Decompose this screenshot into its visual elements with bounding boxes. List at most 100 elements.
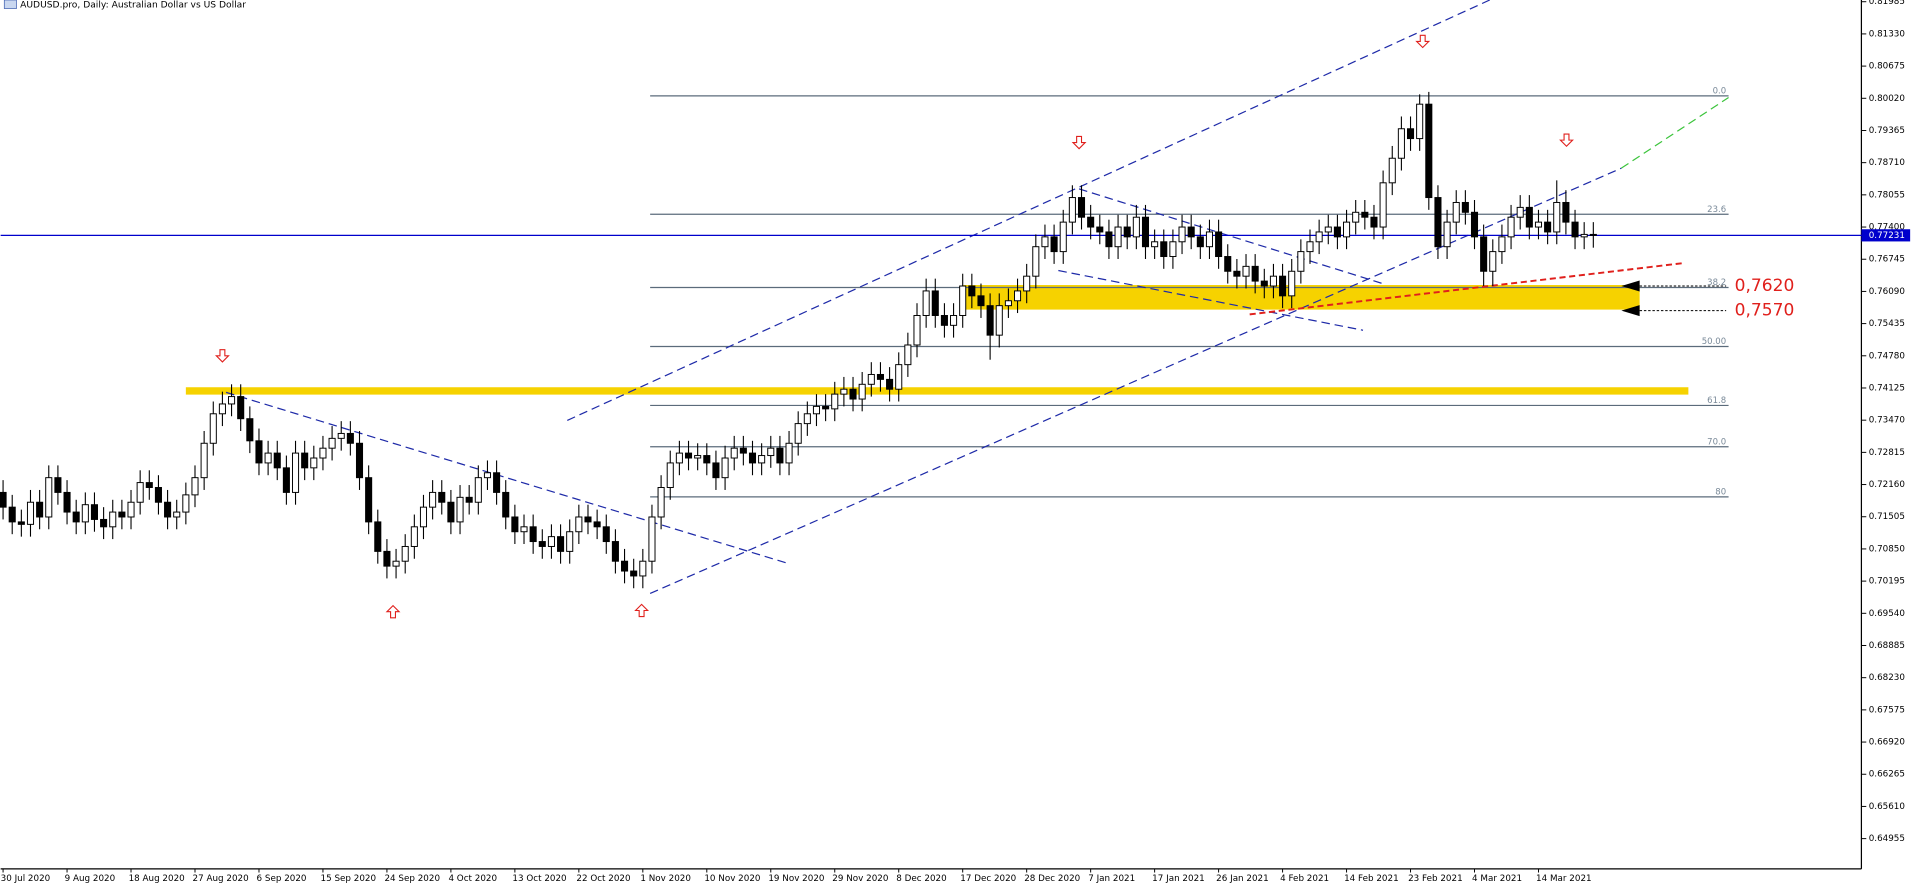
candle-body <box>1425 103 1433 199</box>
up-arrow <box>634 603 650 618</box>
candle-body <box>419 506 428 528</box>
annotation-label: 0,7570 <box>1735 301 1795 321</box>
candle-body <box>931 290 939 316</box>
data-layer: 0.0 23.6 38.2 50.00 61.8 70.0 80 <box>185 86 1729 497</box>
candle-body <box>200 442 208 479</box>
x-tick-label: 1 Nov 2020 <box>640 874 691 884</box>
candle-body <box>109 511 117 528</box>
candle-body <box>602 526 610 543</box>
candle-body <box>246 418 254 442</box>
candle-body <box>1068 197 1076 223</box>
candle-body <box>1032 246 1040 277</box>
candle-body <box>1196 236 1204 248</box>
fib-label: 50.00 <box>1702 337 1726 347</box>
candle-body <box>136 482 144 503</box>
candle-body <box>63 491 71 513</box>
candle-body <box>483 472 491 479</box>
x-tick-label: 14 Feb 2021 <box>1344 874 1399 884</box>
fib-label: 38.2 <box>1707 278 1726 288</box>
y-tick-label: 0.76090 <box>1869 287 1905 297</box>
candle-body <box>164 501 172 518</box>
candle-body <box>986 305 994 336</box>
y-tick-label: 0.71505 <box>1869 512 1905 522</box>
candle-body <box>794 423 802 444</box>
candle-body <box>785 442 793 464</box>
annotation-arrowhead <box>1621 280 1640 292</box>
y-tick-label: 0.76745 <box>1869 255 1905 265</box>
candle-body <box>1279 275 1287 297</box>
y-tick-label: 0.72815 <box>1869 448 1905 458</box>
annotation-arrowhead <box>1621 305 1640 317</box>
candle-body <box>1516 206 1524 218</box>
candle-body <box>1361 211 1369 218</box>
candle-body <box>346 432 354 444</box>
y-tick-label: 0.80020 <box>1869 94 1905 104</box>
candle-body <box>1370 216 1378 228</box>
y-tick-label: 0.75435 <box>1869 319 1905 329</box>
x-tick-label: 15 Sep 2020 <box>321 874 377 884</box>
candle-body <box>237 396 245 420</box>
candle-body <box>493 472 501 493</box>
x-tick-label: 30 Jul 2020 <box>1 874 51 884</box>
candle-body <box>456 496 464 523</box>
candle-body <box>218 403 226 415</box>
candle-body <box>520 526 528 533</box>
candle-body <box>502 491 510 518</box>
down-arrow <box>214 349 230 363</box>
candle-body <box>730 447 738 459</box>
current-price-badge <box>1861 229 1911 242</box>
candle-body <box>1160 241 1168 258</box>
candle-body <box>1178 226 1186 243</box>
candle-body <box>684 452 693 459</box>
y-tick-label: 0.66920 <box>1869 738 1905 748</box>
y-tick-label: 0.81985 <box>1869 0 1905 7</box>
x-tick-label: 6 Sep 2020 <box>257 874 307 884</box>
candle-body <box>1004 300 1012 307</box>
y-tick-label: 0.80675 <box>1869 62 1905 72</box>
down-arrow <box>1559 133 1574 148</box>
x-tick-label: 7 Jan 2021 <box>1088 874 1135 884</box>
candle-body <box>90 504 98 520</box>
candle-body <box>529 526 537 543</box>
candle-body <box>1443 221 1451 248</box>
y-tick-label: 0.73470 <box>1869 416 1905 426</box>
support-zone <box>185 387 1689 395</box>
candle-body <box>8 506 16 523</box>
candle-body <box>355 442 364 479</box>
x-tick-label: 23 Feb 2021 <box>1408 874 1463 884</box>
candle-body <box>1571 221 1579 238</box>
candle-body <box>1416 103 1424 140</box>
support-trendline <box>1249 262 1683 316</box>
candle-body <box>100 518 108 528</box>
candle-body <box>282 467 290 493</box>
y-tick-label: 0.70195 <box>1869 577 1905 587</box>
candle-body <box>173 511 181 518</box>
candle-body <box>81 504 89 523</box>
candle-body <box>1123 226 1131 238</box>
x-tick-label: 4 Mar 2021 <box>1472 874 1522 884</box>
candle-body <box>410 526 418 547</box>
candle-body <box>621 560 629 572</box>
candle-body <box>374 521 382 552</box>
candle-body <box>1452 201 1460 223</box>
candle-body <box>767 447 775 457</box>
candle-body <box>547 536 555 547</box>
candle-body <box>438 491 446 503</box>
candle-body <box>447 501 455 523</box>
candle-body <box>72 511 80 523</box>
down-arrow <box>1071 135 1087 150</box>
candle-body <box>895 364 903 390</box>
candle-body <box>538 541 546 547</box>
x-tick-label: 28 Dec 2020 <box>1024 874 1080 884</box>
x-tick-label: 22 Oct 2020 <box>576 874 630 884</box>
candle-body <box>17 521 25 525</box>
annotation-label: 0,7620 <box>1735 276 1795 296</box>
y-tick-label: 0.70850 <box>1869 544 1905 554</box>
y-tick-label: 0.81330 <box>1869 29 1905 39</box>
candle-body <box>1297 251 1305 272</box>
candle-body <box>1315 231 1323 243</box>
candle-body <box>310 457 318 469</box>
y-tick-label: 0.79365 <box>1869 126 1905 136</box>
